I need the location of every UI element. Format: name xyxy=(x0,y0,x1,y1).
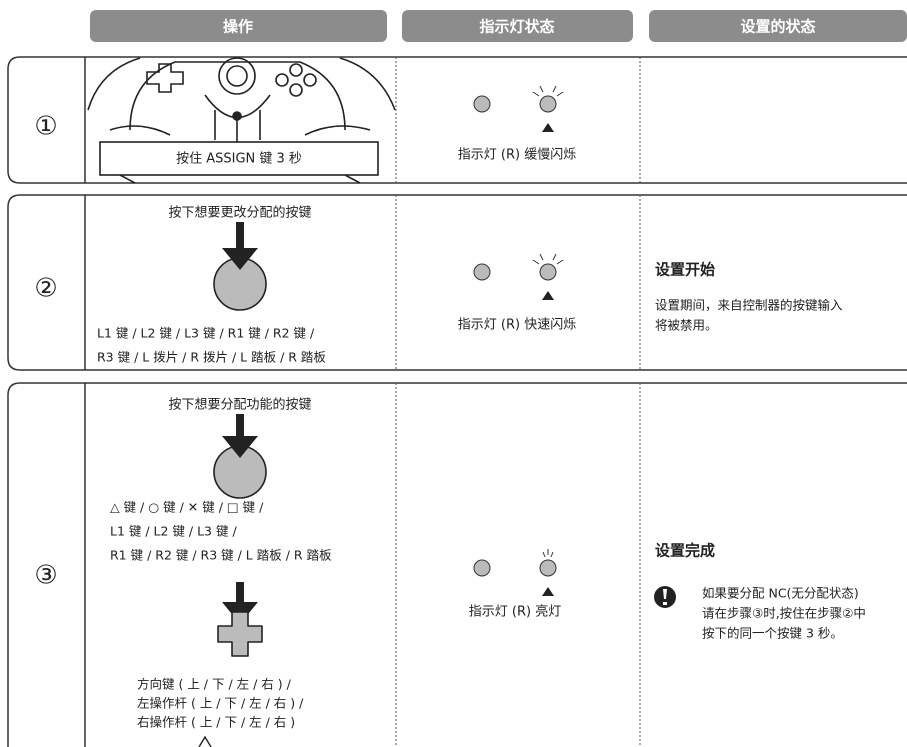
indicator-text: 指示灯 (R) 缓慢闪烁 xyxy=(458,147,576,163)
down-arrow xyxy=(222,582,258,624)
instruction: 按下想要分配功能的按键 xyxy=(168,397,311,413)
direction-list: 方向键 ( 上 / 下 / 左 / 右 ) / xyxy=(137,677,292,692)
direction-list: 右操作杆 ( 上 / 下 / 左 / 右 ) xyxy=(137,715,295,730)
note-text: 请在步骤③时,按住在步骤②中 xyxy=(702,606,866,621)
instruction: 按下想要更改分配的按键 xyxy=(168,205,311,221)
note-text: 按下的同一个按键 3 秒。 xyxy=(702,626,843,641)
pointer xyxy=(198,735,212,747)
row-frames xyxy=(7,56,907,747)
down-arrow xyxy=(222,414,258,458)
button-label-box xyxy=(99,141,379,176)
controller-illustration xyxy=(87,57,396,184)
state-text: 将被禁用。 xyxy=(655,318,718,333)
state-title: 设置完成 xyxy=(655,542,715,560)
header-tab xyxy=(402,10,633,42)
direction-list: 左操作杆 ( 上 / 下 / 左 / 右 ) / xyxy=(137,696,304,711)
note-text: 如果要分配 NC(无分配状态) xyxy=(702,586,859,601)
indicator-text: 指示灯 (R) 快速闪烁 xyxy=(458,318,576,333)
button-list: R1 键 / R2 键 / R3 键 / L 踏板 / R 踏板 xyxy=(110,548,332,563)
warning-mark xyxy=(663,589,667,605)
indicator-text: 指示灯 (R) 亮灯 xyxy=(469,604,561,620)
header-tab xyxy=(90,10,387,42)
header-text: 指示灯状态 xyxy=(479,18,554,36)
led-indicator xyxy=(473,85,564,132)
dpad-icon xyxy=(217,611,263,657)
state-text: 设置期间，来自控制器的按键输入 xyxy=(655,298,843,313)
header-tab xyxy=(649,10,907,42)
state-title: 设置开始 xyxy=(655,261,715,279)
button-list: △ 键 / ○ 键 / ✕ 键 / □ 键 / xyxy=(110,500,264,515)
down-arrow xyxy=(222,222,258,270)
button-list: L1 键 / L2 键 / L3 键 / R1 键 / R2 键 / xyxy=(97,326,315,341)
button-list: R3 键 / L 拨片 / R 拨片 / L 踏板 / R 踏板 xyxy=(97,350,326,365)
led-indicator xyxy=(473,549,557,596)
button-label: 按住 ASSIGN 键 3 秒 xyxy=(176,152,302,167)
button-list: L1 键 / L2 键 / L3 键 / xyxy=(110,524,237,539)
header-text: 设置的状态 xyxy=(740,18,815,36)
header-text: 操作 xyxy=(223,18,253,36)
column-dividers xyxy=(395,57,641,747)
step-number: ① xyxy=(34,112,57,142)
step-number: ③ xyxy=(34,561,57,591)
step-number: ② xyxy=(34,274,57,304)
led-indicator xyxy=(473,253,564,300)
